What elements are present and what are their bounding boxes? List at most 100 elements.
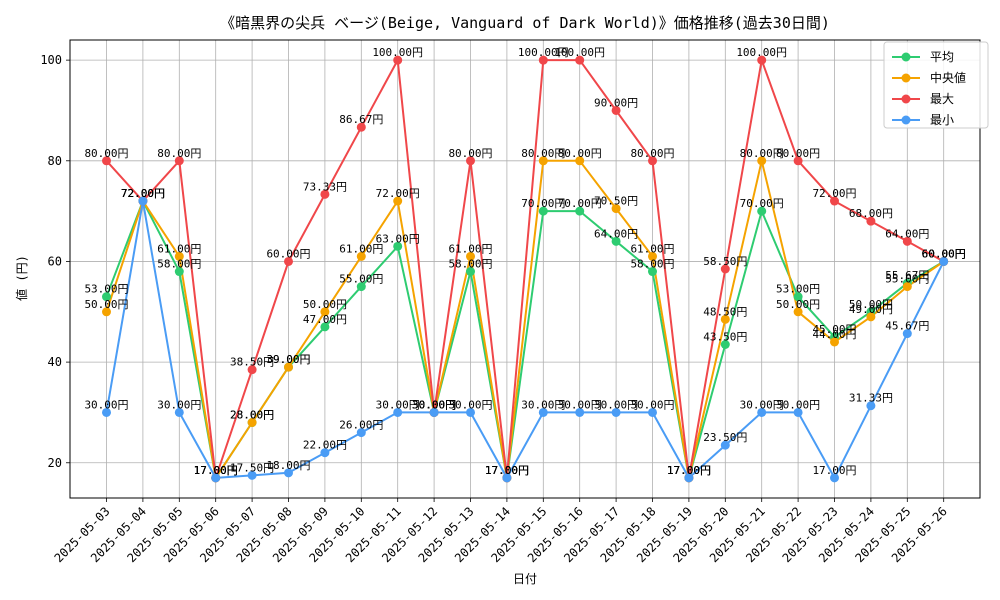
y-tick-label: 40 [48,355,62,369]
data-label: 100.00円 [372,46,423,59]
data-point [538,156,548,166]
data-label: 18.00円 [266,459,310,472]
data-label: 50.00円 [849,298,893,311]
y-tick-label: 60 [48,254,62,268]
data-point [284,362,293,372]
data-label: 28.00円 [230,409,274,422]
data-point [939,256,949,266]
data-label: 30.00円 [157,398,201,411]
data-point [247,470,257,480]
data-point [830,473,839,483]
data-label: 43.50円 [703,330,747,343]
data-label: 45.00円 [812,323,856,336]
data-label: 17.00円 [667,464,711,477]
data-label: 50.00円 [776,298,820,311]
data-point [393,196,403,206]
x-axis-title: 日付 [513,572,537,586]
data-label: 17.00円 [667,464,711,477]
data-point [793,307,803,317]
data-point [320,322,330,332]
data-point [866,216,876,226]
data-point [356,122,366,132]
data-label: 39.00円 [266,353,310,366]
data-point [247,365,257,375]
data-point [429,407,439,417]
data-point [356,282,366,292]
data-label: 17.00円 [194,464,238,477]
data-point [575,407,585,417]
legend-swatch-marker [901,94,911,104]
legend-swatch-marker [901,73,911,83]
data-label: 17.00円 [667,464,711,477]
data-label: 23.50円 [703,431,747,444]
data-label: 58.00円 [157,258,201,271]
data-label: 17.00円 [485,464,529,477]
data-label: 28.00円 [230,409,274,422]
data-label: 80.00円 [558,147,602,160]
data-point [757,156,767,166]
data-point [575,156,585,166]
data-point [102,156,111,166]
data-label: 47.00円 [303,313,347,326]
data-label: 73.33円 [303,180,347,193]
data-point [793,156,803,166]
data-label: 55.00円 [339,273,383,286]
data-label: 80.00円 [776,147,820,160]
data-label: 90.00円 [594,96,638,109]
data-label: 48.50円 [703,305,747,318]
data-label: 17.00円 [194,464,238,477]
data-label: 30.00円 [412,398,456,411]
data-label: 30.00円 [558,398,602,411]
data-point [502,473,512,483]
data-point [611,204,621,214]
legend-label: 中央値 [930,70,966,85]
data-point [538,206,548,216]
data-label: 17.00円 [485,464,529,477]
data-point [102,407,111,417]
data-point [611,407,621,417]
data-point [830,196,839,206]
data-point [902,282,912,292]
data-label: 30.00円 [594,398,638,411]
data-label: 30.00円 [630,398,674,411]
data-label: 17.00円 [194,464,238,477]
data-label: 44.00円 [812,328,856,341]
data-label: 31.33円 [849,392,893,405]
data-label: 26.00円 [339,419,383,432]
data-label: 70.00円 [558,197,602,210]
data-point [320,189,330,199]
data-label: 72.00円 [121,187,165,200]
data-label: 17.50円 [230,461,274,474]
data-label: 60.00円 [922,247,966,260]
data-label: 17.00円 [485,464,529,477]
series-layer [102,55,949,483]
data-point [793,292,803,302]
legend-label: 最大 [930,92,954,106]
legend-label: 最小 [930,113,954,127]
data-label: 61.00円 [630,242,674,255]
data-label: 50.00円 [303,298,347,311]
data-label: 58.00円 [630,258,674,271]
data-label: 72.00円 [376,187,420,200]
data-point [284,468,293,478]
data-point [393,55,403,65]
data-point [211,473,221,483]
data-point [393,407,403,417]
data-label: 30.00円 [740,398,784,411]
data-label: 30.00円 [412,398,456,411]
data-label: 30.00円 [84,398,128,411]
data-point [466,267,475,277]
legend-swatch-marker [901,115,911,125]
data-label: 100.00円 [554,46,605,59]
data-label: 17.00円 [812,464,856,477]
data-label: 61.00円 [339,242,383,255]
data-point [793,407,803,417]
data-label: 17.00円 [194,464,238,477]
data-point [720,314,730,324]
data-point [866,401,876,411]
data-point [320,307,330,317]
data-label: 30.00円 [376,398,420,411]
data-label: 80.00円 [448,147,492,160]
